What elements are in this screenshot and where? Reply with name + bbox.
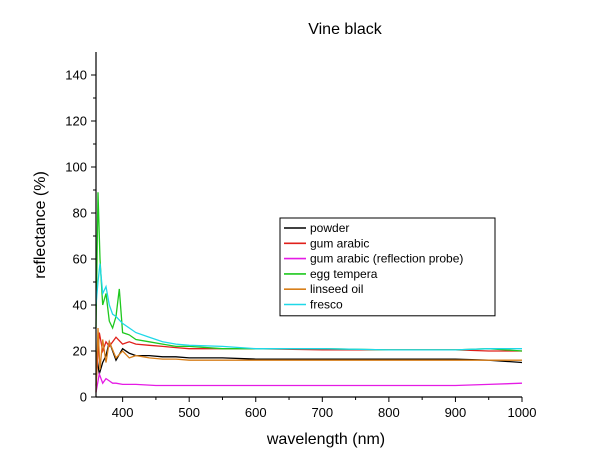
legend-box [279,217,496,317]
legend-label-gum-arabic: gum arabic [310,236,369,250]
legend-label-egg-tempera: egg tempera [310,267,378,281]
y-tick-label: 40 [73,298,87,313]
x-tick-label: 700 [311,405,333,420]
legend-label-gum-arabic-reflection-probe: gum arabic (reflection probe) [310,252,463,266]
chart-title: Vine black [308,21,383,38]
y-tick-label: 80 [73,206,87,221]
series-line-linseed-oil [95,327,522,393]
x-axis-label: wavelength (nm) [266,431,385,448]
x-tick-label: 1000 [508,405,537,420]
y-tick-label: 120 [65,114,87,129]
y-tick-label: 60 [73,252,87,267]
y-tick-label: 140 [65,68,87,83]
y-tick-label: 20 [73,344,87,359]
x-tick-label: 900 [445,405,467,420]
x-tick-label: 500 [178,405,200,420]
x-tick-label: 600 [245,405,267,420]
series-line-gum-arabic-reflection-probe [95,371,523,393]
y-tick-label: 0 [80,390,87,405]
x-tick-label: 800 [378,405,400,420]
y-axis-label: reflectance (%) [32,171,49,279]
series-line-fresco [95,263,522,351]
y-tick-label: 100 [65,160,87,175]
series-line-powder [95,339,523,375]
legend-label-linseed-oil: linseed oil [310,282,363,296]
axes: 400 500 600 700 800 900 1000 0 20 40 60 80 100 120 140 [65,52,536,420]
x-tick-label: 400 [112,405,134,420]
plot-lines [95,192,523,393]
legend-label-powder: powder [310,221,349,235]
legend-label-fresco: fresco [310,298,343,312]
